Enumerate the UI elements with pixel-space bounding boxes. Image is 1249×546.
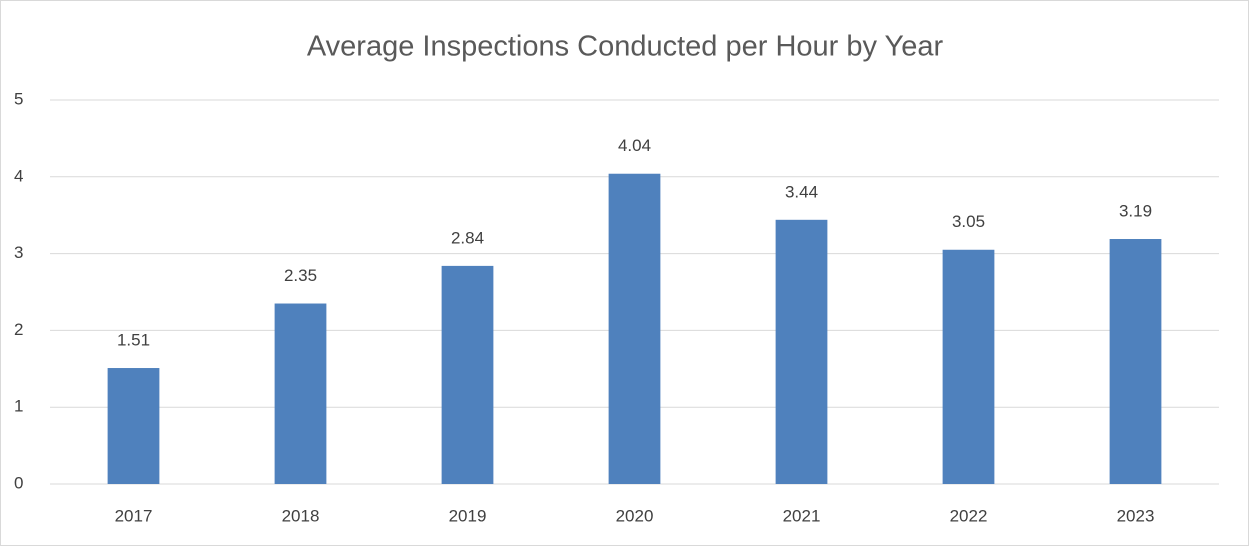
data-label: 3.44: [785, 182, 818, 201]
y-tick-label: 3: [14, 243, 23, 262]
bar: [775, 219, 828, 485]
bar: [107, 368, 160, 484]
bar: [942, 249, 995, 484]
x-tick-label: 2023: [1117, 506, 1155, 525]
bar: [608, 173, 661, 484]
x-tick-label: 2021: [783, 506, 821, 525]
y-tick-label: 0: [14, 473, 23, 492]
data-label: 3.19: [1119, 201, 1152, 220]
x-tick-label: 2018: [282, 506, 320, 525]
x-tick-label: 2019: [449, 506, 487, 525]
y-tick-label: 2: [14, 320, 23, 339]
y-tick-label: 5: [14, 89, 23, 108]
x-tick-label: 2020: [616, 506, 654, 525]
x-tick-label: 2022: [950, 506, 988, 525]
data-label: 1.51: [117, 331, 150, 350]
x-tick-label: 2017: [115, 506, 153, 525]
bar: [1109, 239, 1162, 484]
y-tick-label: 1: [14, 397, 23, 416]
data-label: 2.35: [284, 266, 317, 285]
bar: [274, 303, 327, 484]
bar: [441, 265, 494, 484]
data-label: 4.04: [618, 136, 651, 155]
data-label: 2.84: [451, 228, 484, 247]
chart-title: Average Inspections Conducted per Hour b…: [307, 31, 944, 63]
y-tick-label: 4: [14, 166, 23, 185]
data-label: 3.05: [952, 212, 985, 231]
